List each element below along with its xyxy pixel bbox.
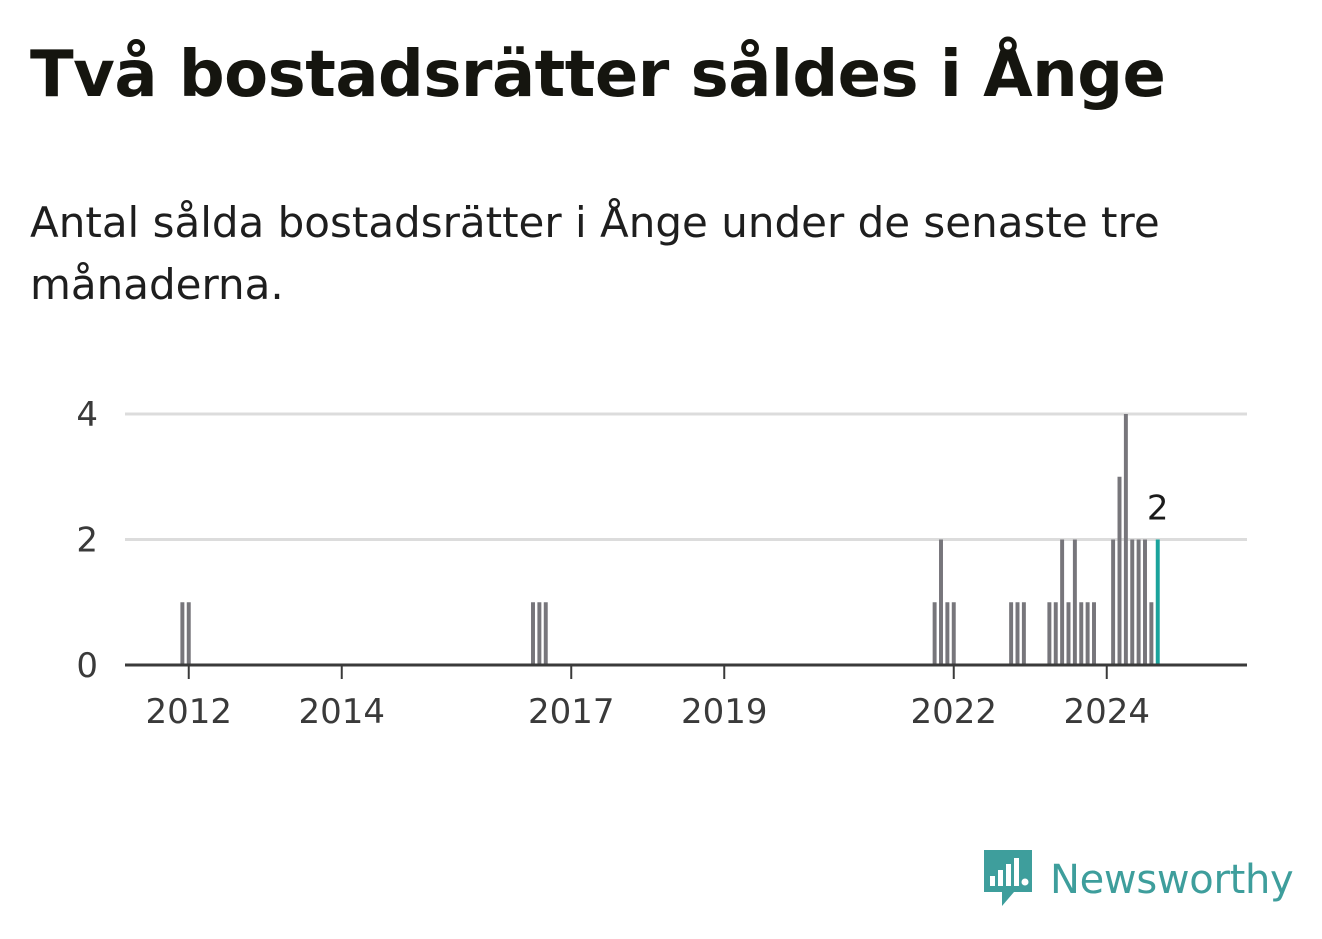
bar	[1060, 539, 1065, 665]
bar	[1009, 602, 1014, 665]
bar	[1072, 539, 1077, 665]
highlight-value-label: 2	[1147, 489, 1169, 529]
y-tick-label: 0	[76, 646, 98, 686]
bar	[1021, 602, 1026, 665]
bar	[180, 602, 185, 665]
bar	[1123, 414, 1128, 665]
bar	[939, 539, 943, 665]
bar	[1053, 602, 1058, 665]
newsworthy-logo: Newsworthy	[980, 846, 1294, 914]
x-tick-label: 2019	[681, 692, 768, 732]
chart-subtitle: Antal sålda bostadsrätter i Ånge under d…	[30, 198, 1160, 309]
y-tick-label: 2	[76, 521, 98, 561]
bar	[1066, 602, 1071, 665]
bar	[945, 602, 950, 665]
bar	[1015, 602, 1020, 665]
x-tick-label: 2014	[298, 692, 385, 732]
grid-lines	[125, 412, 1247, 541]
y-tick-label: 4	[76, 395, 98, 435]
bar	[1079, 602, 1084, 665]
bar	[543, 602, 548, 665]
bar	[1092, 602, 1096, 665]
x-tick-label: 2017	[528, 692, 615, 732]
brand-name: Newsworthy	[1050, 857, 1294, 903]
bar-highlight	[1155, 539, 1160, 665]
bar	[537, 602, 542, 665]
bar	[1149, 602, 1154, 665]
bars	[180, 414, 1160, 665]
bar	[531, 602, 535, 665]
bar	[1047, 602, 1052, 665]
bar	[1085, 602, 1090, 665]
axis-labels: 0 2 4 2 2012 2014 2017 2019 2022 2024	[76, 395, 1168, 732]
bar	[1143, 539, 1147, 665]
chart-title: Två bostadsrätter såldes i Ånge	[30, 38, 1166, 112]
bar	[932, 602, 937, 665]
x-tick-label: 2012	[145, 692, 232, 732]
x-tick-label: 2024	[1063, 692, 1150, 732]
x-axis	[125, 663, 1247, 679]
bar	[1117, 476, 1122, 665]
bar	[186, 602, 191, 665]
bar	[1111, 539, 1116, 665]
newsworthy-chart-bubble-icon	[980, 846, 1036, 914]
bar	[951, 602, 956, 665]
bar	[1136, 539, 1141, 665]
x-tick-label: 2022	[910, 692, 997, 732]
bar	[1130, 539, 1135, 665]
